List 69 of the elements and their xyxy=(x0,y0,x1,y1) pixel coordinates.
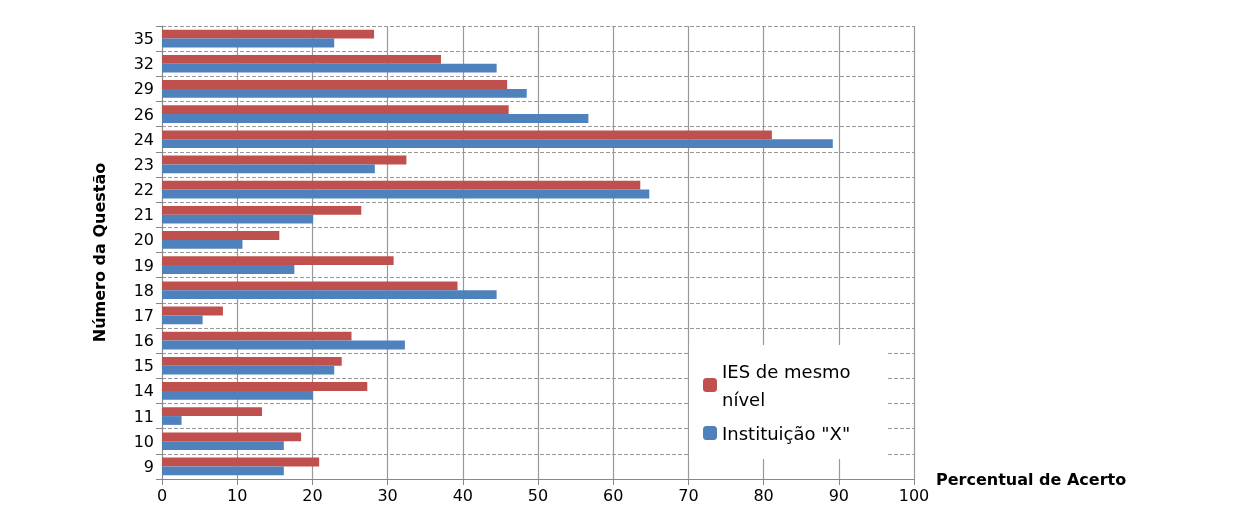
bar xyxy=(162,290,497,300)
bar xyxy=(162,457,320,467)
bar xyxy=(162,340,405,350)
x-tick-label: 40 xyxy=(452,485,473,505)
y-tick-label: 22 xyxy=(133,180,154,200)
x-axis-title: Percentual de Acerto xyxy=(936,469,1127,489)
bar xyxy=(162,29,375,39)
bar xyxy=(162,231,280,240)
bar xyxy=(162,306,223,316)
bar xyxy=(162,432,302,442)
x-tick-label: 30 xyxy=(377,485,398,505)
bar xyxy=(162,441,284,451)
y-tick-label: 15 xyxy=(133,356,154,376)
x-tick-label: 100 xyxy=(898,485,930,505)
legend-label: Instituição "X" xyxy=(722,422,851,444)
bar xyxy=(162,265,295,274)
y-tick-label: 20 xyxy=(133,230,154,250)
y-tick-label: 18 xyxy=(133,280,154,300)
bar xyxy=(162,365,335,375)
bar xyxy=(162,416,182,425)
y-tick-label: 10 xyxy=(133,431,154,451)
y-tick-label: 14 xyxy=(133,381,154,401)
x-tick-label: 0 xyxy=(156,485,168,505)
bar xyxy=(162,114,589,123)
bar xyxy=(162,239,243,249)
y-tick-label: 32 xyxy=(133,54,154,74)
x-tick-label: 60 xyxy=(603,485,624,505)
y-tick-label: 16 xyxy=(133,331,154,351)
bar xyxy=(162,356,342,366)
bar xyxy=(162,466,284,476)
bar xyxy=(162,256,394,266)
y-tick-label: 29 xyxy=(133,79,154,99)
x-tick-label: 10 xyxy=(227,485,248,505)
x-tick-label: 70 xyxy=(678,485,699,505)
bar xyxy=(162,164,375,174)
y-tick-label: 26 xyxy=(133,104,154,124)
legend-label: IES de mesmo nível xyxy=(722,360,857,410)
y-tick-label: 24 xyxy=(133,129,154,149)
bar xyxy=(162,80,508,89)
bar xyxy=(162,205,362,215)
bar xyxy=(162,38,335,48)
y-tick-label: 19 xyxy=(133,255,154,275)
y-axis-title: Número da Questão xyxy=(89,162,109,343)
bar xyxy=(162,139,833,149)
bar xyxy=(162,281,458,291)
bar xyxy=(162,189,650,199)
bar xyxy=(162,407,263,417)
bar xyxy=(162,130,772,140)
bar xyxy=(162,88,527,98)
y-tick-label: 11 xyxy=(133,406,154,426)
bar xyxy=(162,390,314,400)
x-tick-label: 50 xyxy=(527,485,549,505)
bar xyxy=(162,214,314,224)
y-tick-label: 35 xyxy=(133,29,154,49)
bar xyxy=(162,382,368,391)
bar xyxy=(162,105,509,115)
y-tick-label: 9 xyxy=(143,456,154,476)
y-tick-label: 21 xyxy=(133,205,154,225)
x-tick-label: 20 xyxy=(302,485,323,505)
y-tick-label: 17 xyxy=(133,305,154,325)
bar xyxy=(162,155,407,165)
bar xyxy=(162,63,497,73)
bar xyxy=(162,315,203,325)
bar xyxy=(162,180,641,190)
bar xyxy=(162,54,441,64)
y-tick-label: 23 xyxy=(133,154,154,174)
x-tick-label: 80 xyxy=(753,485,774,505)
bar xyxy=(162,331,352,341)
x-tick-label: 90 xyxy=(828,485,849,505)
